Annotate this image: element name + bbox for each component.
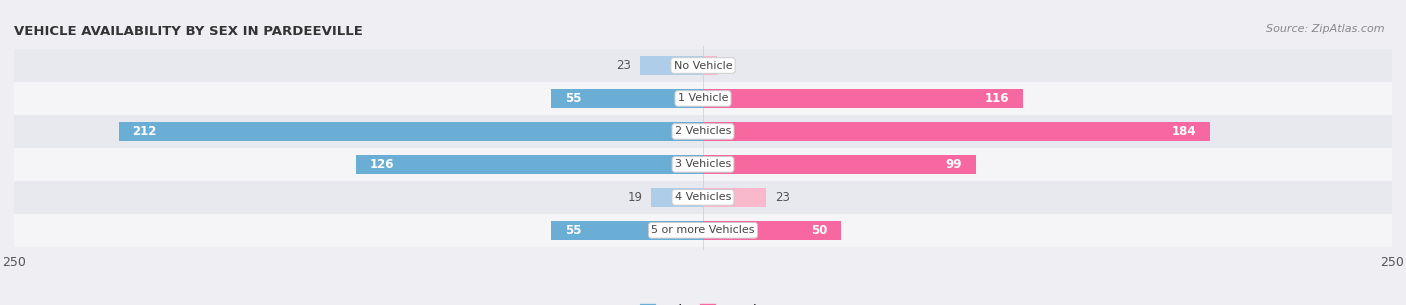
- Bar: [14, 214, 1392, 247]
- Bar: [356, 155, 703, 174]
- Text: No Vehicle: No Vehicle: [673, 60, 733, 70]
- Text: 184: 184: [1171, 125, 1197, 138]
- Bar: [14, 49, 1392, 82]
- Legend: Male, Female: Male, Female: [636, 299, 770, 305]
- Text: 5 or more Vehicles: 5 or more Vehicles: [651, 225, 755, 235]
- Bar: [703, 122, 1211, 141]
- Bar: [14, 148, 1392, 181]
- Bar: [551, 89, 703, 108]
- Text: 3 Vehicles: 3 Vehicles: [675, 160, 731, 169]
- Text: 23: 23: [775, 191, 790, 204]
- Bar: [703, 188, 766, 207]
- Text: 19: 19: [627, 191, 643, 204]
- Bar: [551, 221, 703, 240]
- Bar: [14, 181, 1392, 214]
- Text: 5: 5: [725, 59, 733, 72]
- Text: 126: 126: [370, 158, 394, 171]
- Text: 23: 23: [616, 59, 631, 72]
- Text: 99: 99: [946, 158, 962, 171]
- Text: 1 Vehicle: 1 Vehicle: [678, 94, 728, 103]
- Bar: [14, 115, 1392, 148]
- Text: 55: 55: [565, 92, 582, 105]
- Text: 212: 212: [132, 125, 157, 138]
- Bar: [640, 56, 703, 75]
- Text: 55: 55: [565, 224, 582, 237]
- Bar: [651, 188, 703, 207]
- Text: 2 Vehicles: 2 Vehicles: [675, 127, 731, 136]
- Bar: [14, 82, 1392, 115]
- Text: 116: 116: [984, 92, 1010, 105]
- Bar: [703, 221, 841, 240]
- Text: 4 Vehicles: 4 Vehicles: [675, 192, 731, 202]
- Bar: [703, 155, 976, 174]
- Bar: [118, 122, 703, 141]
- Text: VEHICLE AVAILABILITY BY SEX IN PARDEEVILLE: VEHICLE AVAILABILITY BY SEX IN PARDEEVIL…: [14, 25, 363, 38]
- Bar: [703, 89, 1022, 108]
- Text: Source: ZipAtlas.com: Source: ZipAtlas.com: [1267, 24, 1385, 34]
- Bar: [703, 56, 717, 75]
- Text: 50: 50: [811, 224, 827, 237]
